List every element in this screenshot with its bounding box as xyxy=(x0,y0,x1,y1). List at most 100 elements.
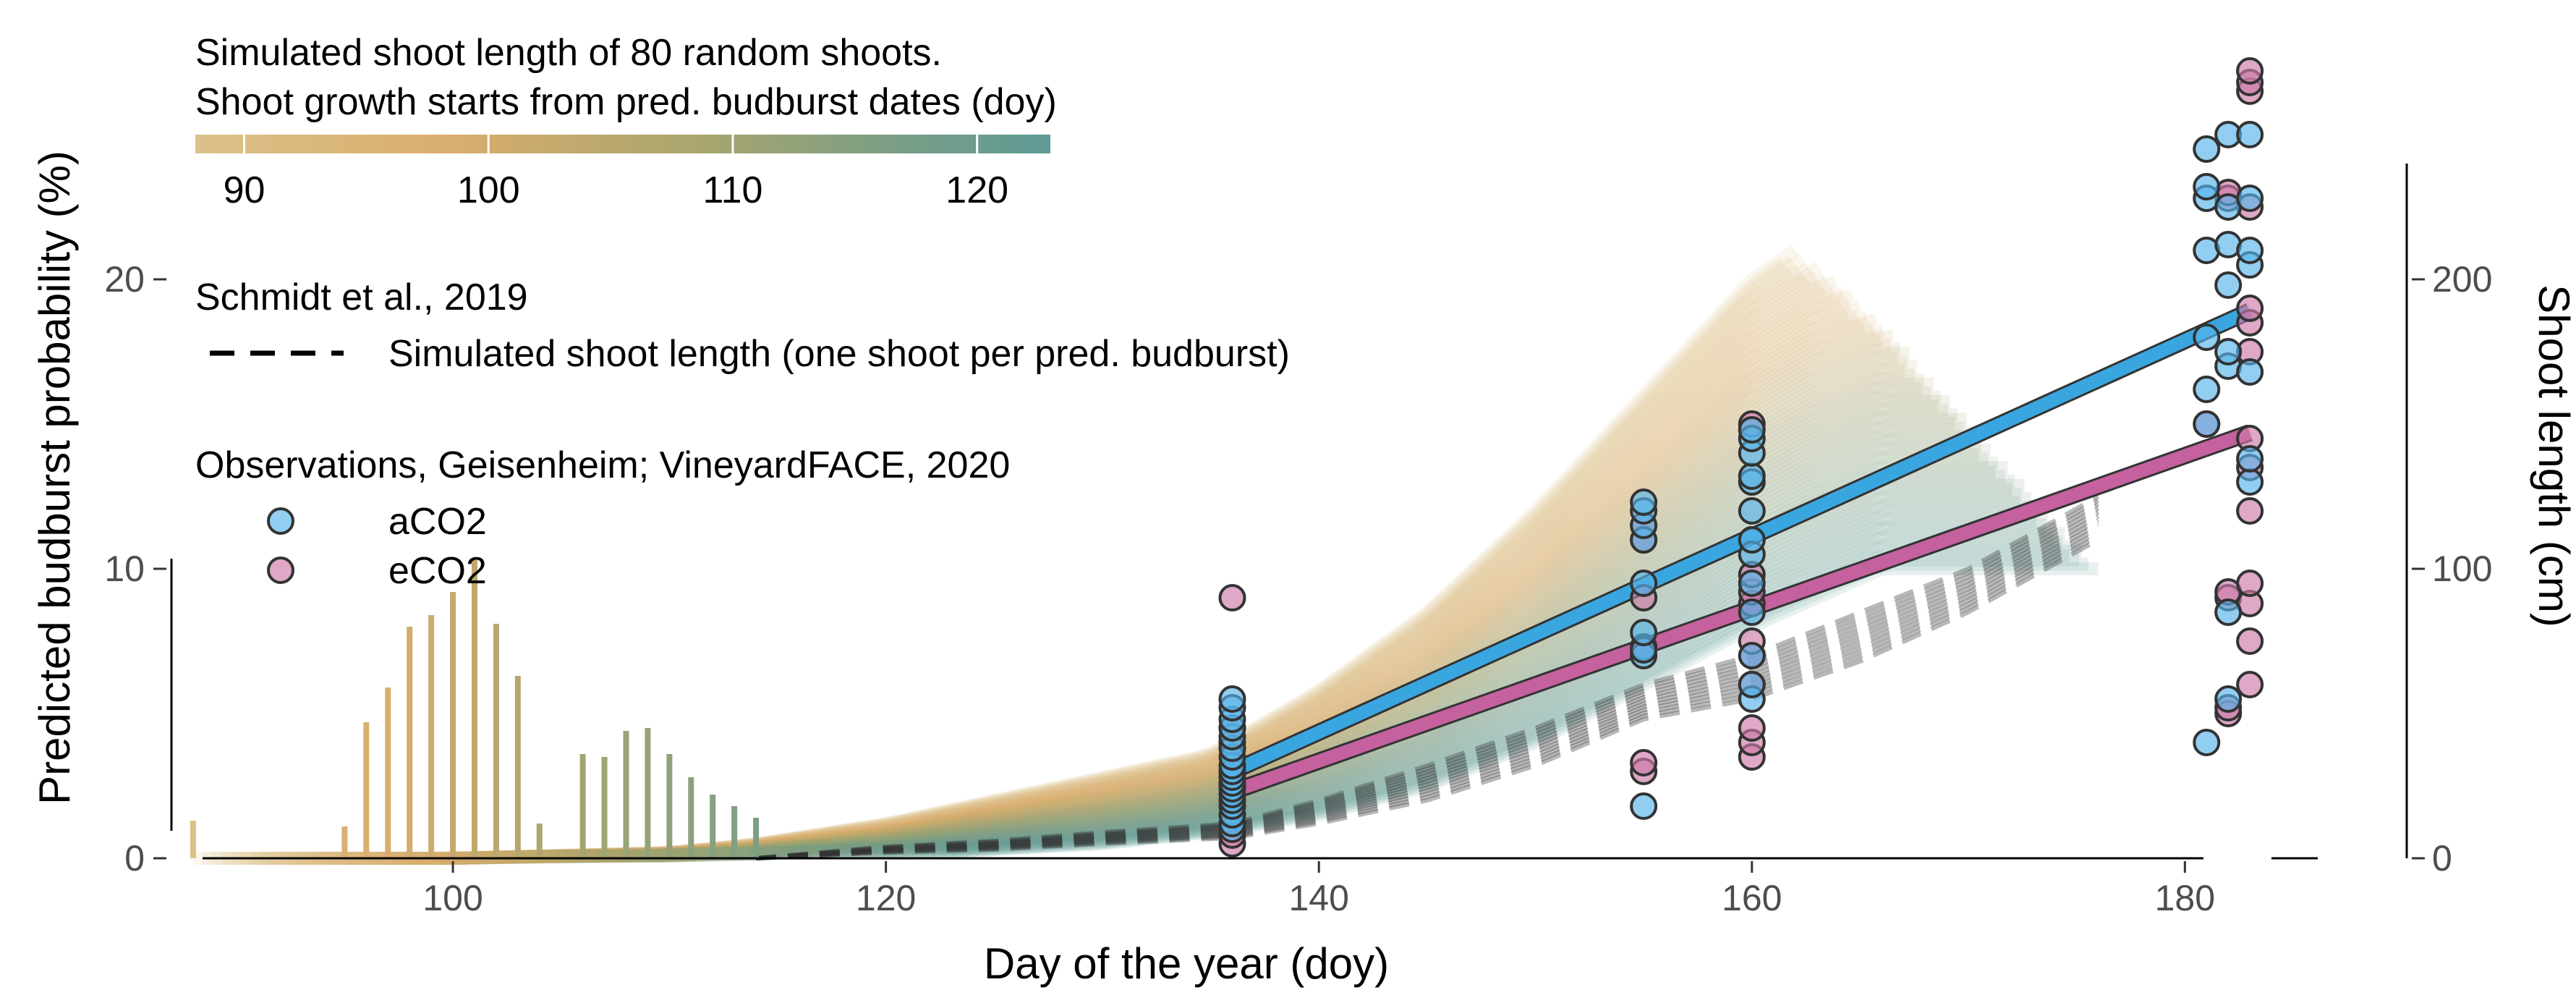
aCO2-observation-point xyxy=(2193,173,2221,200)
aCO2-observation-point xyxy=(2193,376,2221,403)
observations-legend-title: Observations, Geisenheim; VineyardFACE, … xyxy=(195,444,1010,486)
aCO2-observation-point xyxy=(2214,598,2243,626)
simulated-shoot-curve xyxy=(845,514,2036,860)
gradient-legend-title-2: Shoot growth starts from pred. budburst … xyxy=(195,81,1057,123)
eCO2-legend-label: eCO2 xyxy=(388,550,487,592)
simulated-shoot-curve xyxy=(347,296,1842,865)
schmidt-dashed-line xyxy=(755,498,2100,860)
aCO2-observation-point xyxy=(2236,445,2264,473)
aCO2-observation-point xyxy=(1738,671,1766,698)
aCO2-observation-point xyxy=(2214,271,2243,299)
simulated-shoot-curve xyxy=(950,562,2099,859)
simulated-shoot-curve xyxy=(509,360,1917,864)
simulated-shoot-curve xyxy=(433,325,1885,865)
simulated-shoot-curve xyxy=(413,321,1866,865)
aCO2-observation-point xyxy=(2214,685,2243,713)
aCO2-legend-label: aCO2 xyxy=(388,501,487,543)
y-right-axis-title: Shoot length (cm) xyxy=(2530,284,2576,627)
eCO2-observation-point xyxy=(1630,749,1658,776)
simulated-shoot-curve xyxy=(385,310,1859,865)
y-left-tick-label: 10 xyxy=(104,549,145,589)
simulated-shoot-curve xyxy=(807,496,2020,860)
aCO2-observation-point xyxy=(1738,570,1766,597)
aCO2-observation-point xyxy=(2193,410,2221,438)
simulated-shoot-curve xyxy=(480,347,1910,865)
simulated-shoot-curve xyxy=(308,283,1827,865)
simulated-shoot-curve xyxy=(720,457,1998,862)
schmidt-dashed-line xyxy=(755,530,2100,860)
x-tick-label: 140 xyxy=(1288,878,1348,918)
simulated-shoot-curve xyxy=(365,300,1862,865)
eCO2-observation-point xyxy=(2236,627,2264,655)
schmidt-dashed-line xyxy=(755,538,2100,860)
simulated-shoot-curve xyxy=(816,500,2029,860)
aCO2-observation-point xyxy=(2236,237,2264,264)
aCO2-observation-point xyxy=(1630,619,1658,646)
simulated-shoot-envelope xyxy=(192,245,2099,865)
simulated-shoot-curve xyxy=(873,527,2065,860)
aCO2-observation-point xyxy=(1218,685,1246,713)
x-tick-label: 100 xyxy=(422,878,483,918)
x-tick-label: 120 xyxy=(856,878,916,918)
legend: Simulated shoot length of 80 random shoo… xyxy=(195,32,1290,592)
gradient-tick-label: 110 xyxy=(703,169,763,211)
eCO2-observation-point xyxy=(2236,671,2264,698)
aCO2-observation-point xyxy=(2214,338,2243,365)
simulated-shoot-curve xyxy=(902,540,2073,859)
simulated-shoot-curve xyxy=(279,271,1821,865)
schmidt-dashed-line xyxy=(755,522,2100,860)
schmidt-dashed-line xyxy=(755,506,2100,860)
y-right-tick-label: 200 xyxy=(2432,259,2492,300)
eCO2-legend-marker xyxy=(267,556,294,584)
aCO2-observation-point xyxy=(1630,488,1658,516)
simulated-shoot-curve xyxy=(796,491,2032,860)
schmidt-dashed-line xyxy=(755,533,2100,860)
simulated-shoot-curve xyxy=(490,351,1899,865)
aCO2-observation-point xyxy=(1738,642,1766,669)
budburst-probability-bars xyxy=(190,560,760,858)
schmidt-dashed-lines xyxy=(755,494,2100,860)
aCO2-observation-point xyxy=(1738,526,1766,554)
simulated-shoot-curve xyxy=(854,518,2046,860)
simulated-shoot-curve xyxy=(787,487,2022,860)
eCO2-observation-point xyxy=(2236,497,2264,525)
aCO2-observation-point xyxy=(1630,570,1658,597)
simulated-shoot-curve xyxy=(825,505,2039,860)
simulated-shoot-curve xyxy=(883,531,2053,860)
x-tick-label: 160 xyxy=(1722,878,1782,918)
aCO2-observation-point xyxy=(1630,792,1658,820)
y-right-tick-label: 100 xyxy=(2432,549,2492,589)
aCO2-legend-marker xyxy=(267,507,294,535)
gradient-legend-title-1: Simulated shoot length of 80 random shoo… xyxy=(195,32,942,74)
schmidt-legend-title: Schmidt et al., 2019 xyxy=(195,276,528,318)
y-axis-left: 0 10 20 Predicted budburst probability (%) xyxy=(30,151,173,879)
simulated-shoot-curve xyxy=(864,522,2056,860)
y-axis-right: 0 100 200 Shoot length (cm) xyxy=(2405,164,2576,879)
simulated-shoot-curve xyxy=(730,461,2008,862)
aCO2-observation-point xyxy=(2193,729,2221,756)
x-axis: 100 120 140 160 180 Day of the year (doy) xyxy=(203,857,2318,988)
aCO2-observation-point xyxy=(2193,323,2221,351)
eCO2-observation-point xyxy=(2236,570,2264,597)
simulated-shoot-curve xyxy=(710,452,1989,862)
schmidt-dashed-line xyxy=(755,494,2100,860)
aCO2-observation-point xyxy=(2236,121,2264,148)
y-left-tick-label: 20 xyxy=(104,259,145,300)
aCO2-observation-point xyxy=(2236,185,2264,212)
gradient-tick-label: 120 xyxy=(945,169,1008,211)
simulated-shoot-curve xyxy=(442,329,1895,865)
eCO2-observation-point xyxy=(2236,57,2264,85)
observation-points xyxy=(1218,57,2264,858)
simulated-shoot-curve xyxy=(298,275,1838,865)
aCO2-observation-point xyxy=(1738,598,1766,626)
simulated-shoot-curve xyxy=(701,448,1979,862)
schmidt-dashed-line xyxy=(755,518,2100,860)
schmidt-dashed-line xyxy=(755,514,2100,860)
y-left-tick-label: 0 xyxy=(124,838,145,879)
gradient-colorbar xyxy=(195,135,1050,153)
eCO2-observation-point xyxy=(1218,584,1246,611)
simulated-shoot-curve xyxy=(692,443,1991,863)
simulated-shoot-curve xyxy=(893,536,2062,859)
simulated-shoot-curve xyxy=(835,509,2049,860)
